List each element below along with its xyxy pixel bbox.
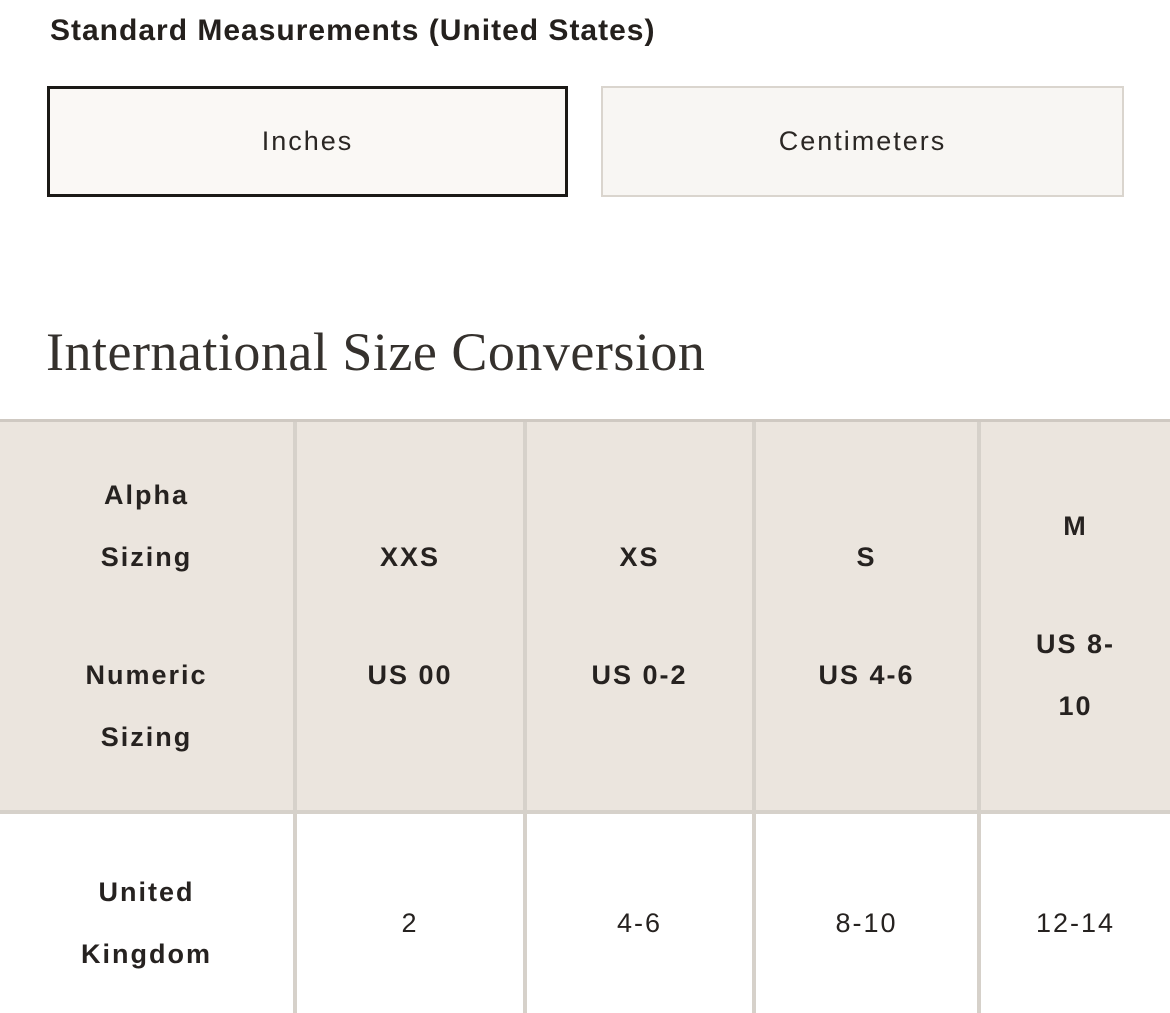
numeric-size-us-0-2: US 0-2 [591, 660, 688, 690]
numeric-size-us-8-10: US 8- 10 [1035, 629, 1116, 721]
alpha-size-s: S [856, 542, 877, 572]
header-cell-m: M US 8- 10 [977, 422, 1170, 810]
uk-value-xxs: 2 [293, 810, 523, 1013]
uk-value-s: 8-10 [752, 810, 977, 1013]
numeric-size-us-4-6: US 4-6 [818, 660, 915, 690]
alpha-sizing-label: Alpha Sizing [100, 480, 193, 572]
alpha-size-xs: XS [619, 542, 660, 572]
uk-value-m: 12-14 [977, 810, 1170, 1013]
centimeters-button[interactable]: Centimeters [601, 86, 1124, 197]
header-cell-s: S US 4-6 [752, 422, 977, 810]
uk-value-xs: 4-6 [523, 810, 752, 1013]
numeric-size-us-00: US 00 [367, 660, 453, 690]
header-cell-sizing-labels: Alpha Sizing Numeric Sizing [0, 422, 293, 810]
standard-measurements-title: Standard Measurements (United States) [50, 14, 656, 47]
header-cell-xs: XS US 0-2 [523, 422, 752, 810]
size-conversion-table: Alpha Sizing Numeric Sizing XXS US 00 XS… [0, 419, 1170, 1013]
international-size-conversion-title: International Size Conversion [46, 322, 706, 382]
alpha-size-xxs: XXS [379, 542, 441, 572]
uk-row-label: United Kingdom [0, 810, 293, 1013]
unit-toggle: Inches Centimeters [47, 86, 1170, 197]
inches-button[interactable]: Inches [47, 86, 568, 197]
alpha-size-m: M [1063, 511, 1088, 541]
numeric-sizing-label: Numeric Sizing [85, 660, 208, 752]
header-cell-xxs: XXS US 00 [293, 422, 523, 810]
